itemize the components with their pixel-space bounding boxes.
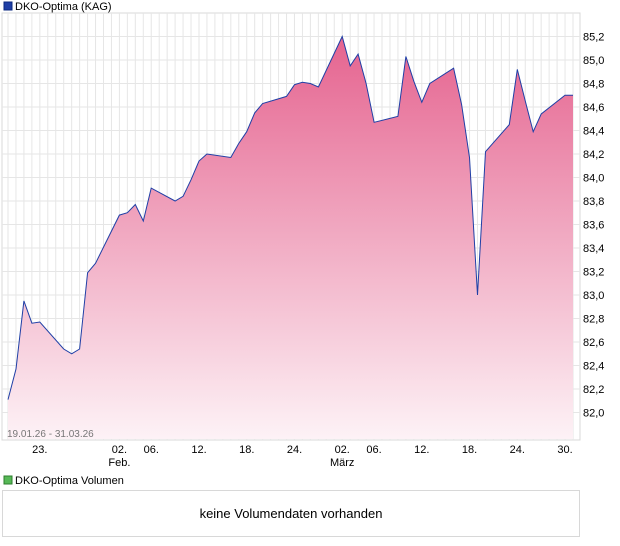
y-tick-label: 85,2: [583, 32, 604, 44]
x-tick-label: 02.: [335, 444, 350, 456]
y-tick-label: 83,2: [583, 267, 604, 279]
x-tick-label: 18.: [239, 444, 254, 456]
price-legend-label: DKO-Optima (KAG): [15, 1, 112, 13]
x-tick-month-label: März: [330, 457, 354, 469]
y-axis-tick-labels: 82,0 82,2 82,4 82,6 82,8 83,0 83,2 83,4 83,6 83,8…: [583, 32, 604, 420]
price-area: [8, 36, 573, 439]
y-tick-label: 82,8: [583, 314, 604, 326]
y-tick-label: 82,4: [583, 361, 604, 373]
no-volume-message: keine Volumendaten vorhanden: [199, 506, 383, 521]
date-range-label: 19.01.26 - 31.03.26: [7, 429, 94, 440]
y-tick-label: 83,0: [583, 290, 604, 302]
x-tick-label: 12.: [191, 444, 206, 456]
y-tick-label: 83,8: [583, 196, 604, 208]
price-line: [7, 35, 573, 400]
x-tick-label: 23.: [32, 444, 47, 456]
x-tick-label: 24.: [287, 444, 302, 456]
y-tick-label: 84,4: [583, 126, 604, 138]
price-legend-swatch: [3, 1, 13, 11]
x-tick-label: 02.: [112, 444, 127, 456]
x-tick-label: 24.: [510, 444, 525, 456]
volume-legend-swatch: [3, 475, 13, 485]
x-tick-label: 06.: [366, 444, 381, 456]
x-tick-month-label: Feb.: [108, 457, 130, 469]
y-tick-label: 82,0: [583, 408, 604, 420]
y-tick-label: 82,2: [583, 384, 604, 396]
y-tick-label: 83,6: [583, 220, 604, 232]
y-tick-label: 82,6: [583, 337, 604, 349]
y-tick-label: 83,4: [583, 243, 604, 255]
y-tick-label: 84,0: [583, 173, 604, 185]
y-tick-label: 84,6: [583, 102, 604, 114]
x-tick-label: 18.: [462, 444, 477, 456]
volume-legend-label: DKO-Optima Volumen: [15, 475, 124, 487]
x-tick-label: 06.: [144, 444, 159, 456]
x-tick-label: 30.: [557, 444, 572, 456]
y-tick-label: 84,8: [583, 79, 604, 91]
volume-panel: keine Volumendaten vorhanden: [2, 490, 580, 537]
y-tick-label: 85,0: [583, 55, 604, 67]
y-tick-label: 84,2: [583, 149, 604, 161]
x-tick-label: 12.: [414, 444, 429, 456]
